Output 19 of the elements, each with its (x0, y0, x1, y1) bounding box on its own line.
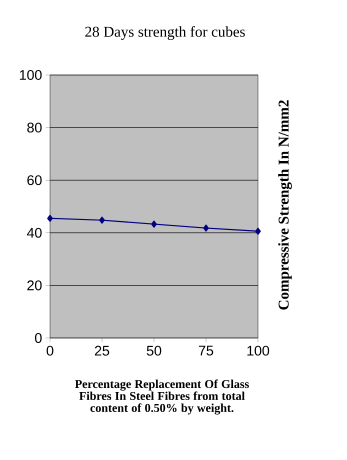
y-axis-title: Compressive Strength In N/mm2 (278, 100, 292, 310)
chart-title: 28 Days strength for cubes (85, 26, 245, 40)
y-tick-label: 80 (27, 122, 42, 133)
y-tick-label: 0 (34, 333, 42, 343)
y-tick-label: 20 (27, 280, 42, 290)
point (47, 214, 53, 222)
x-tick-label: 50 (146, 346, 162, 356)
x-axis-title: Percentage Replacement Of Glass Fibres In Steel Fibres from total content of 0.50% by weight. (75, 380, 249, 415)
x-tick-label: 100 (247, 346, 270, 356)
x-tick-label: 25 (94, 346, 110, 356)
x-tick-label: 75 (198, 346, 214, 356)
y-tick-label: 60 (27, 175, 42, 186)
y-tick-label: 40 (26, 228, 42, 238)
point (203, 224, 209, 232)
point (255, 228, 261, 235)
point (99, 216, 105, 224)
point (151, 220, 157, 228)
x-tick-label: 0 (46, 346, 54, 356)
y-tick-label: 100 (20, 70, 42, 80)
